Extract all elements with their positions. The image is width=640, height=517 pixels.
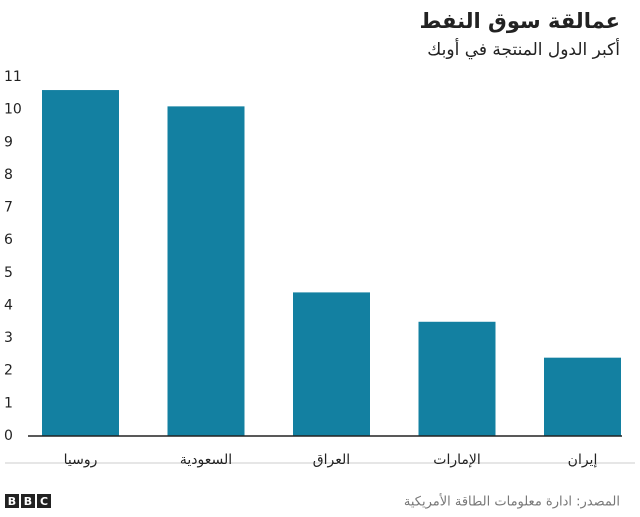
x-tick-label: السعودية (180, 452, 232, 468)
bar (42, 90, 119, 437)
x-tick-label: إيران (568, 452, 598, 468)
logo-box (21, 494, 35, 508)
y-tick-label: 8 (4, 167, 13, 183)
logo-letter: B (24, 495, 32, 508)
logo-letter: C (40, 495, 48, 508)
chart-subtitle: أكبر الدول المنتجة في أوبك (427, 38, 620, 60)
logo-letter: B (8, 495, 16, 508)
y-tick-label: 5 (4, 265, 13, 281)
logo-box (5, 494, 19, 508)
y-tick-label: 2 (4, 363, 13, 379)
y-tick-label: 7 (4, 200, 13, 216)
y-tick-label: 10 (4, 102, 22, 118)
logo-box (37, 494, 51, 508)
bar (293, 292, 370, 436)
y-tick-label: 1 (4, 395, 13, 411)
x-tick-label: الإمارات (433, 452, 480, 468)
y-tick-label: 4 (4, 297, 13, 313)
y-tick-label: 9 (4, 134, 13, 150)
bar (167, 106, 245, 436)
source: المصدر: ادارة معلومات الطاقة الأمريكية (404, 493, 620, 510)
y-tick-label: 6 (4, 232, 13, 248)
y-tick-label: 11 (4, 69, 22, 85)
y-tick-label: 3 (4, 330, 13, 346)
chart-title: عمالقة سوق النفط (419, 9, 620, 33)
bar (544, 357, 621, 436)
x-tick-label: روسيا (64, 452, 98, 468)
x-tick-label: العراق (313, 452, 350, 468)
y-tick-label: 0 (4, 428, 13, 444)
bar (418, 321, 496, 436)
